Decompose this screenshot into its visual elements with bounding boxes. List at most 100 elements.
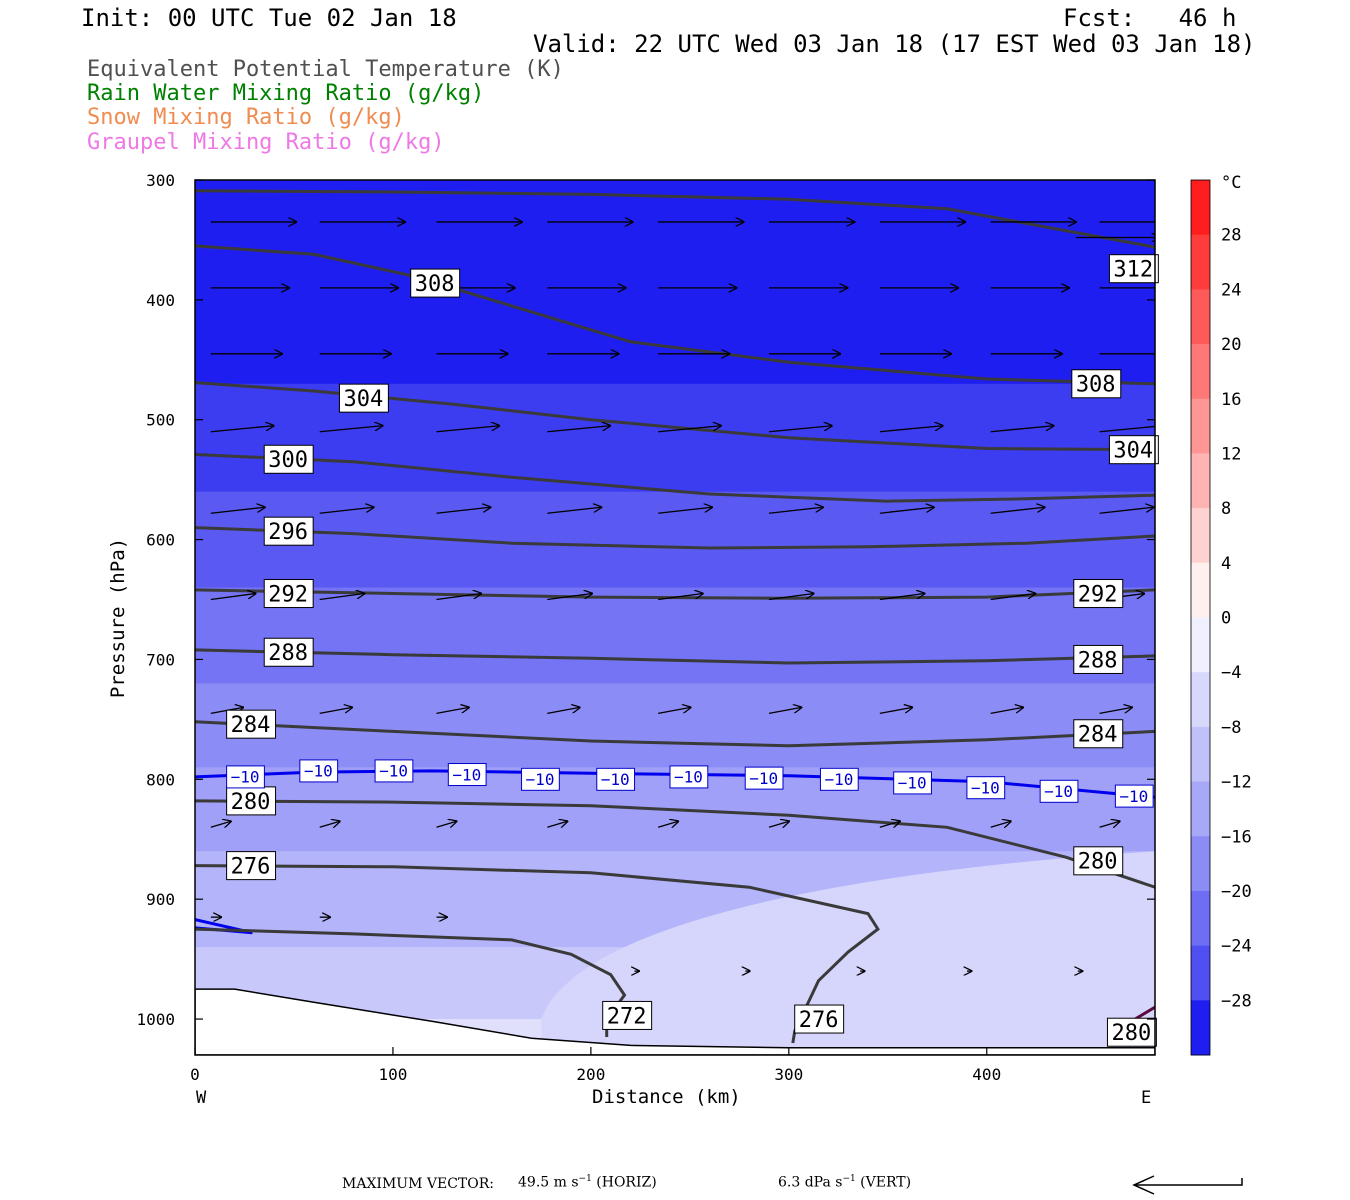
plot-frame xyxy=(194,179,1156,1056)
reference-arrow-head xyxy=(1132,1175,1155,1195)
theta-e-line-288 xyxy=(195,648,1155,665)
y-tick-label-500: 500 xyxy=(146,411,175,430)
temp-band-3 xyxy=(195,587,1155,685)
colorbar-tick-10: −12 xyxy=(1221,773,1252,793)
valid-time: Valid: 22 UTC Wed 03 Jan 18 (17 EST Wed … xyxy=(533,30,1256,58)
reference-vector-arrow xyxy=(1132,1175,1243,1195)
colorbar-tick-7: 0 xyxy=(1221,609,1231,629)
theta-e-label-304-0-box xyxy=(338,383,389,413)
isotherm-label-4-box xyxy=(521,767,560,791)
wind-vector-4-5 xyxy=(768,426,832,433)
y-axis-title: Pressure (hPa) xyxy=(107,537,129,699)
x-axis-title: Distance (km) xyxy=(592,1086,741,1108)
theta-e-label-276-0: 276 xyxy=(231,855,271,880)
isotherm-label-7-box xyxy=(744,766,784,790)
theta-e-label-272-0: 272 xyxy=(607,1004,647,1029)
wind-vector-7-2 xyxy=(436,707,468,715)
wind-vector-8-0 xyxy=(210,821,231,827)
x-tick-label-0: 0 xyxy=(190,1065,200,1084)
x-axis-east-label: E xyxy=(1141,1088,1152,1108)
colorbar-tick-1: 24 xyxy=(1221,280,1241,300)
theta-e-label-284-0: 284 xyxy=(231,713,271,738)
legend-rain-water: Rain Water Mixing Ratio (g/kg) xyxy=(87,81,485,106)
colorbar-swatch-1 xyxy=(1191,234,1210,290)
y-tick-label-600: 600 xyxy=(146,531,175,550)
y-tick-label-1000: 1000 xyxy=(136,1010,175,1029)
theta-e-label-312-0-box xyxy=(1108,254,1159,284)
isotherm-label-6-box xyxy=(669,765,709,789)
isotherm-label-5-box xyxy=(596,767,636,791)
wind-vector-5-7 xyxy=(990,507,1045,514)
max-horiz-tag: (HORIZ) xyxy=(591,1174,657,1191)
max-horiz-value: 49.5 m s xyxy=(518,1174,579,1191)
wind-vector-7-3 xyxy=(547,707,579,715)
wind-vector-6-6 xyxy=(879,594,925,601)
colorbar-swatch-11 xyxy=(1191,781,1210,837)
theta-e-label-300-0-box xyxy=(263,444,314,474)
y-tick-label-900: 900 xyxy=(146,890,175,909)
wind-vector-5-2 xyxy=(436,507,490,514)
wind-vector-7-7 xyxy=(990,707,1023,715)
temp-band-4 xyxy=(195,683,1155,769)
colorbar-tick-8: −4 xyxy=(1221,663,1241,683)
theta-e-label-280-0-box xyxy=(1106,1017,1157,1047)
theta-e-label-276-1-box xyxy=(794,1004,845,1034)
wind-vector-8-2 xyxy=(436,821,456,827)
terrain xyxy=(195,988,1155,1055)
wind-vector-4-4 xyxy=(658,426,721,433)
theta-e-line-308 xyxy=(195,244,1155,386)
wind-vector-6-0 xyxy=(210,594,256,601)
wind-vector-6-4 xyxy=(658,594,703,601)
isotherm-label-0: −10 xyxy=(231,768,260,787)
isotherm-label-3-box xyxy=(447,763,487,787)
theta-e-label-304-1-box xyxy=(1108,435,1159,465)
terrain-profile xyxy=(195,988,1155,1055)
isotherm-label-2-box xyxy=(374,759,414,783)
theta-e-label-280-0: 280 xyxy=(231,790,271,815)
theta-e-label-308-0: 308 xyxy=(415,272,455,297)
max-horiz-exp: −1 xyxy=(578,1174,592,1184)
isotherm-label-6: −10 xyxy=(674,768,703,787)
theta-e-label-292-0-box xyxy=(263,579,314,609)
colorbar-swatch-4 xyxy=(1191,398,1210,454)
theta-e-line-304 xyxy=(195,381,1155,452)
theta-e-label-280-0-box xyxy=(226,786,277,816)
axes: 300 400 500 600 700 800 900 1000 0 100 200 300 400 xyxy=(136,171,1155,1084)
colorbar-swatch-9 xyxy=(1191,672,1210,728)
colorbar-swatch-10 xyxy=(1191,726,1210,783)
max-vert-vector: 6.3 dPa s−1 (VERT) xyxy=(778,1174,911,1191)
theta-e-label-280-1: 280 xyxy=(1078,850,1118,875)
theta-e-label-292-0: 292 xyxy=(268,582,308,607)
theta-e-label-288-1-box xyxy=(1073,644,1124,674)
colorbar-swatch-14 xyxy=(1191,945,1210,1001)
y-tick-label-800: 800 xyxy=(146,770,175,789)
theta-e-label-296-0: 296 xyxy=(268,520,308,545)
colorbar-tick-6: 4 xyxy=(1221,554,1231,574)
theta-e-label-304-1: 304 xyxy=(1113,439,1153,464)
max-vector-label: MAXIMUM VECTOR: xyxy=(342,1176,494,1192)
isotherm-label-1-box xyxy=(299,759,339,783)
colorbar-swatch-13 xyxy=(1191,890,1210,947)
isotherm-label-10-box xyxy=(966,776,1006,800)
colorbar-tick-4: 12 xyxy=(1221,444,1241,464)
init-time: Init: 00 UTC Tue 02 Jan 18 xyxy=(81,4,457,32)
colorbar-tick-13: −24 xyxy=(1221,937,1252,957)
theta-e-label-296-0-box xyxy=(263,516,314,546)
theta-e-label-284-0-box xyxy=(226,709,277,739)
theta-e-label-280-0: 280 xyxy=(1111,1021,1151,1046)
y-tick-label-400: 400 xyxy=(146,291,175,310)
wind-vector-7-4 xyxy=(658,707,690,715)
theta-e-label-288-1: 288 xyxy=(1078,648,1118,673)
wind-vector-8-8 xyxy=(1099,821,1120,827)
isotherm-label-0-box xyxy=(226,765,265,789)
colorbar: °C 28 24 20 16 12 8 4 0 −4 −8 −12 −16 −20 −24 −28 xyxy=(1190,173,1252,1056)
colorbar-tick-3: 16 xyxy=(1221,390,1241,410)
wind-vector-6-2 xyxy=(436,594,481,601)
colorbar-swatch-12 xyxy=(1191,836,1210,892)
max-vert-exp: −1 xyxy=(842,1174,856,1184)
theta-e-label-292-1: 292 xyxy=(1078,582,1118,607)
theta-e-label-292-1-box xyxy=(1073,579,1124,609)
theta-e-label-312-0: 312 xyxy=(1113,258,1153,283)
colorbar-swatch-6 xyxy=(1191,508,1210,564)
